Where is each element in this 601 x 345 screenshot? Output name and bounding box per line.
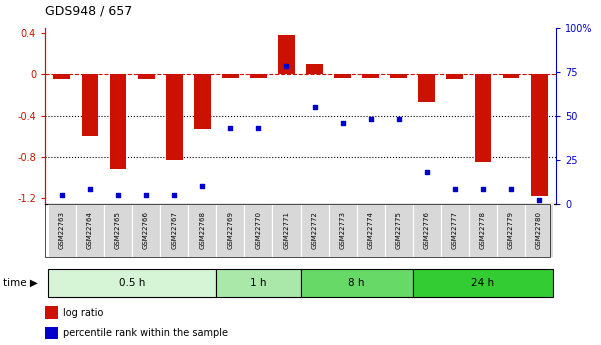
- Text: log ratio: log ratio: [63, 308, 103, 317]
- Text: GSM22764: GSM22764: [87, 211, 93, 249]
- Bar: [188, 204, 216, 257]
- Text: GSM22765: GSM22765: [115, 211, 121, 249]
- Bar: [385, 204, 413, 257]
- Point: [394, 116, 403, 122]
- Bar: [334, 74, 351, 78]
- Bar: [48, 204, 76, 257]
- Bar: [502, 74, 519, 78]
- Bar: [418, 74, 435, 102]
- Point: [169, 192, 179, 197]
- Bar: [272, 204, 300, 257]
- Text: GSM22774: GSM22774: [368, 211, 374, 249]
- Text: GSM22779: GSM22779: [508, 211, 514, 249]
- Text: 0.5 h: 0.5 h: [119, 278, 145, 288]
- Point: [254, 125, 263, 131]
- Text: 24 h: 24 h: [471, 278, 495, 288]
- Bar: [250, 74, 267, 78]
- Text: GSM22778: GSM22778: [480, 211, 486, 249]
- Text: GSM22777: GSM22777: [452, 211, 458, 249]
- Bar: [278, 35, 295, 74]
- Point: [450, 187, 460, 192]
- Text: GSM22763: GSM22763: [59, 211, 65, 249]
- Point: [422, 169, 432, 175]
- Bar: [447, 74, 463, 79]
- Point: [310, 104, 319, 110]
- Bar: [138, 74, 154, 79]
- Bar: [390, 74, 407, 78]
- Text: GSM22771: GSM22771: [284, 211, 290, 249]
- Text: GSM22780: GSM22780: [536, 211, 542, 249]
- Bar: [76, 204, 104, 257]
- Bar: [525, 204, 553, 257]
- Point: [282, 63, 291, 69]
- Point: [478, 187, 488, 192]
- Bar: [194, 74, 211, 129]
- Point: [338, 120, 347, 125]
- Text: GSM22769: GSM22769: [227, 211, 233, 249]
- Point: [534, 197, 544, 203]
- Point: [113, 192, 123, 197]
- Text: GSM22770: GSM22770: [255, 211, 261, 249]
- Bar: [160, 204, 188, 257]
- Bar: [469, 204, 497, 257]
- Bar: [216, 204, 245, 257]
- Text: GSM22773: GSM22773: [340, 211, 346, 249]
- Text: percentile rank within the sample: percentile rank within the sample: [63, 328, 228, 338]
- Bar: [497, 204, 525, 257]
- Bar: [104, 204, 132, 257]
- Point: [198, 183, 207, 189]
- Text: GSM22767: GSM22767: [171, 211, 177, 249]
- Bar: [329, 204, 356, 257]
- Text: GDS948 / 657: GDS948 / 657: [45, 4, 132, 17]
- Text: 8 h: 8 h: [349, 278, 365, 288]
- Bar: [413, 204, 441, 257]
- Bar: [222, 74, 239, 78]
- Bar: [132, 204, 160, 257]
- Bar: [475, 74, 492, 162]
- Bar: [356, 204, 385, 257]
- Text: time ▶: time ▶: [3, 278, 38, 288]
- Bar: [166, 74, 183, 160]
- Bar: [45, 306, 58, 319]
- Point: [506, 187, 516, 192]
- Point: [141, 192, 151, 197]
- Text: GSM22768: GSM22768: [200, 211, 206, 249]
- Bar: [300, 269, 413, 297]
- Text: GSM22772: GSM22772: [311, 211, 317, 249]
- Text: 1 h: 1 h: [250, 278, 267, 288]
- Bar: [362, 74, 379, 78]
- Bar: [413, 269, 553, 297]
- Bar: [245, 204, 272, 257]
- Bar: [531, 74, 548, 196]
- Bar: [109, 74, 126, 169]
- Bar: [216, 269, 300, 297]
- Text: GSM22775: GSM22775: [395, 211, 401, 249]
- Point: [57, 192, 67, 197]
- Bar: [306, 64, 323, 74]
- Bar: [48, 269, 216, 297]
- Bar: [82, 74, 99, 136]
- Text: GSM22776: GSM22776: [424, 211, 430, 249]
- Point: [85, 187, 95, 192]
- Bar: [300, 204, 329, 257]
- Point: [225, 125, 235, 131]
- Point: [366, 116, 376, 122]
- Text: GSM22766: GSM22766: [143, 211, 149, 249]
- Bar: [53, 74, 70, 79]
- Bar: [441, 204, 469, 257]
- Bar: [45, 327, 58, 339]
